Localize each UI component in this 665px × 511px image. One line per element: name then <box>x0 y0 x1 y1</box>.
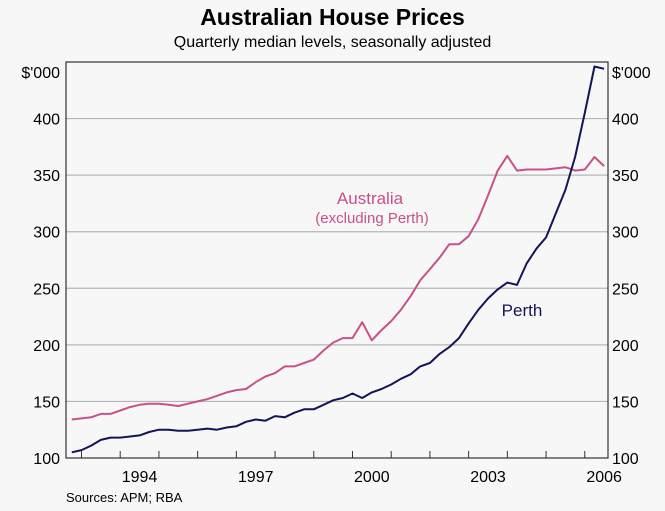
x-tick-label: 2000 <box>354 469 390 486</box>
y-tick-label-right: 100 <box>612 451 639 468</box>
y-tick-label-left: 400 <box>33 112 60 129</box>
y-tick-label-right: 200 <box>612 338 639 355</box>
x-tick-label: 2006 <box>586 469 622 486</box>
chart-title: Australian House Prices <box>200 4 465 30</box>
x-tick-label: 1997 <box>238 469 274 486</box>
series-line-perth <box>71 65 605 454</box>
series-label-perth: Perth <box>502 301 543 320</box>
y-axis-unit-left: $'000 <box>21 65 60 82</box>
y-tick-label-left: 350 <box>33 168 60 185</box>
series-label-australia: Australia <box>337 189 404 208</box>
y-tick-label-right: 350 <box>612 168 639 185</box>
x-tick-label: 2003 <box>470 469 506 486</box>
y-tick-label-left: 100 <box>33 451 60 468</box>
y-tick-label-left: 250 <box>33 281 60 298</box>
y-tick-label-right: 400 <box>612 112 639 129</box>
x-tick-label: 1994 <box>122 469 158 486</box>
y-tick-label-left: 150 <box>33 394 60 411</box>
y-tick-label-left: 300 <box>33 225 60 242</box>
series-sublabel-australia: (excluding Perth) <box>315 210 428 227</box>
y-tick-label-right: 150 <box>612 394 639 411</box>
y-axis-unit-right: $'000 <box>612 65 651 82</box>
chart-subtitle: Quarterly median levels, seasonally adju… <box>173 34 492 51</box>
source-note: Sources: APM; RBA <box>66 490 183 505</box>
plot-frame <box>65 61 609 459</box>
y-tick-label-right: 250 <box>612 281 639 298</box>
y-tick-label-left: 200 <box>33 338 60 355</box>
series-line-australia <box>71 154 605 421</box>
y-tick-label-right: 300 <box>612 225 639 242</box>
